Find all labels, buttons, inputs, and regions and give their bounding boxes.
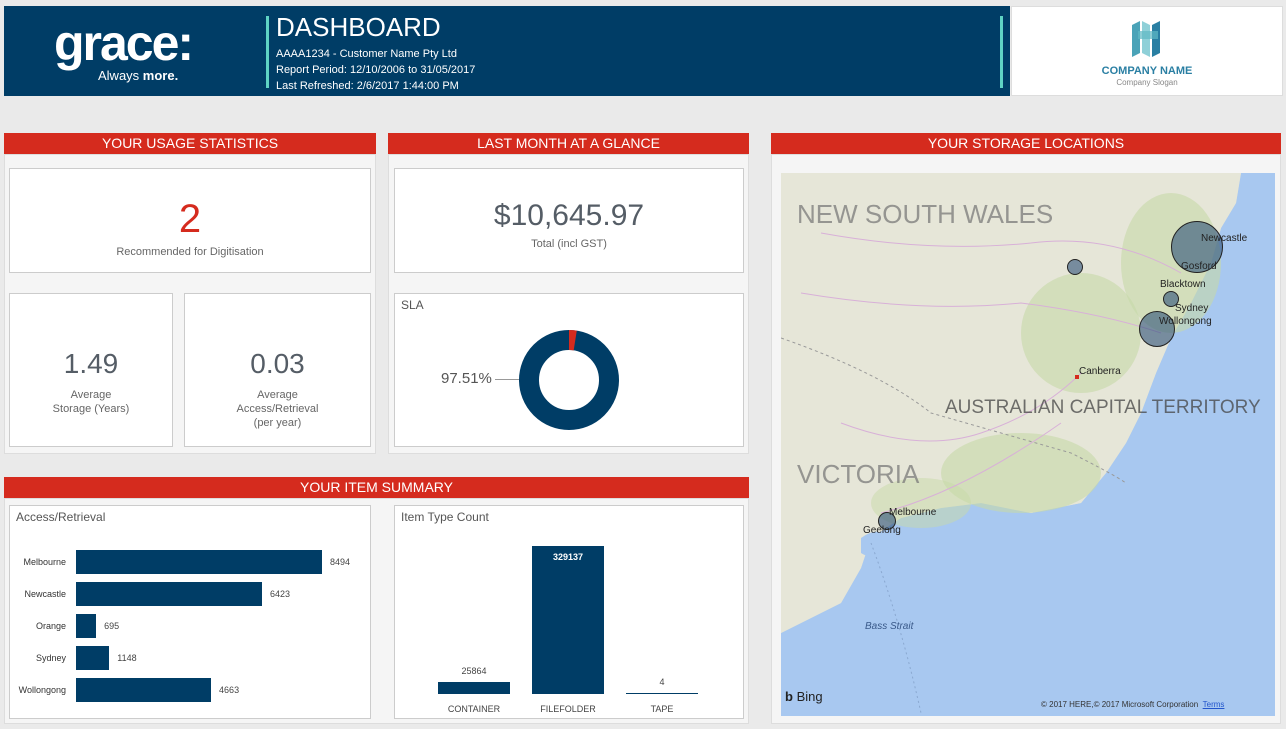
total-label: Total (incl GST) — [531, 238, 607, 250]
item-type-chart-area: 25864 CONTAINER 329137 FILEFOLDER 4 TAPE — [395, 506, 745, 720]
glance-section-title: LAST MONTH AT A GLANCE — [388, 133, 749, 154]
map-region-nsw: NEW SOUTH WALES — [797, 199, 1054, 229]
map-bubble-melbourne[interactable] — [878, 512, 896, 530]
item-type-bar-label: TAPE — [650, 704, 674, 714]
item-type-bar-value: 4 — [659, 677, 665, 687]
customer-name: AAAA1234 - Customer Name Pty Ltd — [276, 48, 457, 60]
header-text: DASHBOARD AAAA1234 - Customer Name Pty L… — [276, 12, 475, 94]
map-city-blacktown: Blacktown — [1160, 279, 1206, 290]
page-title: DASHBOARD — [276, 12, 441, 42]
map-city-geelong: Geelong — [863, 525, 901, 536]
map-city-canberra: Canberra — [1079, 366, 1121, 377]
map-region-act: AUSTRALIAN CAPITAL TERRITORY — [945, 397, 1261, 418]
access-bar[interactable] — [76, 678, 212, 702]
map-bubble-sydney[interactable] — [1163, 291, 1179, 307]
item-type-bar[interactable] — [532, 546, 604, 694]
access-bar-value: 6423 — [270, 589, 291, 599]
access-bar[interactable] — [76, 582, 263, 606]
item-type-bar[interactable] — [438, 682, 510, 694]
sla-card[interactable]: SLA 97.51% — [394, 293, 744, 447]
avg-storage-label-1: Average — [70, 389, 112, 401]
avg-storage-value: 1.49 — [63, 348, 119, 379]
map-region-vic: VICTORIA — [797, 459, 920, 489]
bing-icon: b — [785, 689, 793, 704]
avg-storage-card[interactable]: 1.49 Average Storage (Years) — [9, 293, 173, 447]
access-retrieval-card[interactable]: Access/Retrieval Melbourne 8494 Newcastle 6… — [9, 505, 371, 719]
company-slogan: Company Slogan — [1116, 78, 1178, 87]
avg-access-label-3: (per year) — [253, 417, 302, 429]
item-type-bar-value: 25864 — [461, 666, 487, 677]
map-copyright: © 2017 HERE,© 2017 Microsoft Corporation… — [1041, 700, 1225, 709]
access-chart-title: Access/Retrieval — [16, 510, 106, 524]
access-bar[interactable] — [76, 614, 97, 638]
access-bar-label: Newcastle — [24, 589, 66, 599]
company-logo-icon — [1132, 21, 1160, 57]
avg-access-card[interactable]: 0.03 Average Access/Retrieval (per year) — [184, 293, 371, 447]
sla-title: SLA — [401, 298, 424, 312]
map-bubble-wollongong[interactable] — [1139, 311, 1175, 347]
bing-label: Bing — [796, 689, 823, 704]
avg-storage-label-2: Storage (Years) — [52, 403, 130, 415]
header-banner: grace: Always more. DASHBOARD AAAA1234 -… — [4, 6, 1010, 96]
recommended-value: 2 — [178, 197, 202, 241]
map-city-sydney: Sydney — [1175, 303, 1209, 314]
access-bar-value: 695 — [104, 621, 120, 631]
access-bar[interactable] — [76, 550, 322, 574]
map-water-bass-strait: Bass Strait — [865, 621, 914, 632]
map-marker-canberra — [1075, 375, 1079, 379]
sla-leader-line — [495, 379, 519, 380]
avg-access-label-2: Access/Retrieval — [236, 403, 319, 415]
map-bubble-newcastle[interactable] — [1171, 221, 1223, 273]
avg-access-value: 0.03 — [250, 348, 305, 379]
map-city-wollongong: Wollongong — [1159, 316, 1212, 327]
recommended-label: Recommended for Digitisation — [116, 246, 264, 258]
header-divider-left — [266, 16, 269, 88]
access-bar-label: Melbourne — [23, 557, 66, 567]
usage-section-title: YOUR USAGE STATISTICS — [4, 133, 376, 154]
logo-tagline: Always more. — [98, 68, 179, 83]
total-card[interactable]: $10,645.97 Total (incl GST) — [394, 168, 744, 273]
access-bar-value: 4663 — [219, 685, 240, 695]
access-bar-label: Sydney — [35, 653, 66, 663]
bing-logo: b Bing — [785, 689, 823, 704]
company-logo-box: COMPANY NAME Company Slogan — [1011, 6, 1283, 96]
access-bar[interactable] — [76, 646, 110, 670]
item-type-bar-label: FILEFOLDER — [540, 704, 596, 714]
recommended-card[interactable]: 2 Recommended for Digitisation — [9, 168, 371, 273]
sla-percent-label: 97.51% — [441, 370, 492, 387]
access-bar-value: 8494 — [330, 557, 351, 567]
map-city-newcastle: Newcastle — [1201, 233, 1248, 244]
item-type-card[interactable]: Item Type Count 25864 CONTAINER 329137 FILE… — [394, 505, 744, 719]
terms-link[interactable]: Terms — [1202, 700, 1225, 709]
grace-logo: grace: Always more. — [54, 15, 224, 83]
map-base — [781, 173, 1275, 716]
avg-access-label-1: Average — [257, 389, 298, 401]
item-type-bar-label: CONTAINER — [447, 704, 501, 714]
map-city-melbourne: Melbourne — [889, 507, 937, 518]
header-divider-right — [1000, 16, 1003, 88]
company-name: COMPANY NAME — [1101, 65, 1193, 77]
sla-donut[interactable] — [519, 330, 619, 430]
report-period: Report Period: 12/10/2006 to 31/05/2017 — [276, 64, 476, 76]
access-chart-area: Melbourne 8494 Newcastle 6423 Orange 695 Sydne… — [10, 506, 372, 720]
storage-section-title: YOUR STORAGE LOCATIONS — [771, 133, 1281, 154]
item-type-bar[interactable] — [626, 693, 698, 694]
item-type-chart-title: Item Type Count — [401, 510, 489, 524]
access-bar-label: Orange — [35, 621, 66, 631]
item-type-bar-value: 329137 — [552, 552, 584, 562]
access-bar-value: 1148 — [117, 653, 137, 663]
last-refreshed: Last Refreshed: 2/6/2017 1:44:00 PM — [276, 80, 459, 92]
logo-word: grace: — [54, 15, 194, 71]
storage-map[interactable]: NEW SOUTH WALES AUSTRALIAN CAPITAL TERRI… — [781, 173, 1275, 716]
map-bubble-orange[interactable] — [1067, 259, 1083, 275]
map-city-gosford: Gosford — [1181, 261, 1217, 272]
access-bar-label: Wollongong — [18, 685, 66, 695]
total-value: $10,645.97 — [493, 199, 645, 232]
items-section-title: YOUR ITEM SUMMARY — [4, 477, 749, 498]
